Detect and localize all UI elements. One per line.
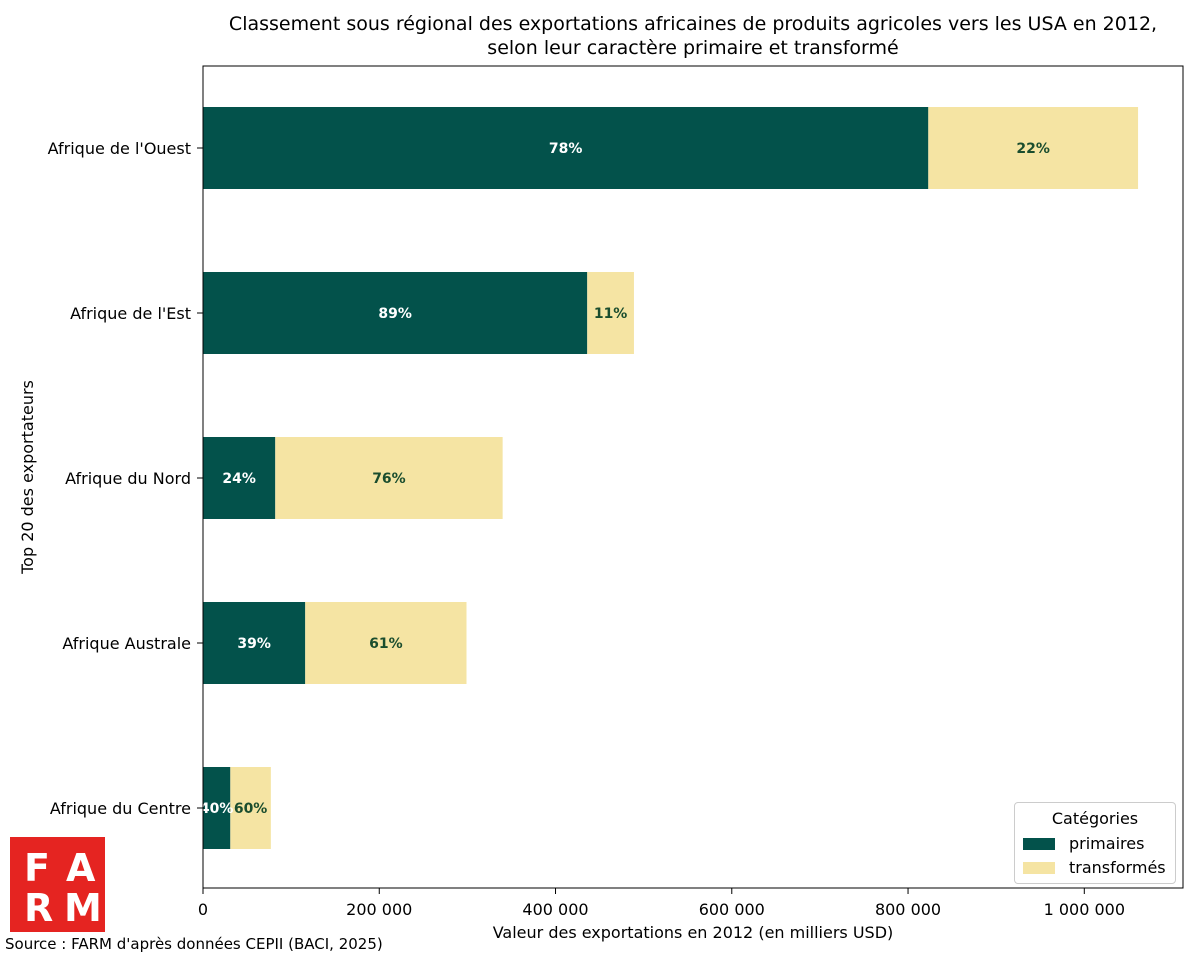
bar-transformes-afrique-de-l-ouest: [928, 107, 1139, 189]
bar-label-transformes-afrique-du-nord: 76%: [372, 471, 406, 487]
legend-swatch-primaires: [1023, 838, 1055, 850]
logo-letter-f: F: [24, 846, 50, 890]
bar-primaires-afrique-de-l-ouest: [203, 107, 929, 189]
y-tick-label-afrique-de-l-ouest: Afrique de l'Ouest: [48, 139, 191, 158]
x-tick-label-5: 1 000 000: [1044, 900, 1125, 919]
bar-labels-layer: 78% 22% 89% 11% 24% 76% 39% 61% 40% 60%: [200, 141, 1050, 817]
x-tick-label-2: 400 000: [522, 900, 588, 919]
bar-label-transformes-afrique-de-l-ouest: 22%: [1016, 141, 1050, 157]
y-tick-label-afrique-du-centre: Afrique du Centre: [50, 799, 191, 818]
bar-label-primaires-afrique-du-nord: 24%: [222, 471, 256, 487]
bar-label-primaires-afrique-de-l-est: 89%: [378, 306, 412, 322]
x-tick-label-4: 800 000: [875, 900, 941, 919]
logo-letter-r: R: [24, 886, 54, 930]
legend-label-transformes: transformés: [1069, 858, 1166, 877]
bar-label-transformes-afrique-du-centre: 60%: [234, 801, 268, 817]
bar-transformes-afrique-australe: [305, 602, 467, 684]
chart-title: Classement sous régional des exportation…: [203, 12, 1183, 60]
x-axis: 0 200 000 400 000 600 000 800 000 1 000 000: [198, 888, 1125, 919]
bar-transformes-afrique-de-l-est: [587, 272, 634, 354]
x-tick-label-1: 200 000: [346, 900, 412, 919]
chart-subtitle: selon leur caractère primaire et transfo…: [487, 37, 899, 59]
bar-transformes-afrique-du-nord: [275, 437, 503, 519]
bar-primaires-afrique-australe: [203, 602, 306, 684]
bar-transformes-afrique-du-centre: [230, 767, 271, 849]
bar-label-transformes-afrique-de-l-est: 11%: [594, 306, 628, 322]
bar-label-primaires-afrique-du-centre: 40%: [200, 801, 234, 817]
bar-primaires-afrique-de-l-est: [203, 272, 588, 354]
legend-label-primaires: primaires: [1069, 834, 1145, 853]
bar-primaires-afrique-du-nord: [203, 437, 276, 519]
plot-frame: [202, 65, 1184, 889]
bars-layer: [203, 107, 1139, 849]
legend: Catégories primaires transformés: [1014, 802, 1176, 884]
chart-title-line1: Classement sous régional des exportation…: [228, 13, 1158, 35]
y-axis-label: Top 20 des exportateurs: [18, 380, 37, 575]
y-tick-label-afrique-du-nord: Afrique du Nord: [65, 469, 191, 488]
y-tick-label-afrique-de-l-est: Afrique de l'Est: [70, 304, 191, 323]
x-tick-label-3: 600 000: [699, 900, 765, 919]
x-tick-label-0: 0: [198, 900, 208, 919]
y-tick-label-afrique-australe: Afrique Australe: [62, 634, 191, 653]
farm-logo: F A R M: [10, 837, 105, 932]
bar-label-transformes-afrique-australe: 61%: [369, 636, 403, 652]
source-note: Source : FARM d'après données CEPII (BAC…: [5, 935, 383, 953]
logo-letter-m: M: [64, 886, 102, 930]
bar-label-primaires-afrique-de-l-ouest: 78%: [549, 141, 583, 157]
bar-label-primaires-afrique-australe: 39%: [237, 636, 271, 652]
legend-swatch-transformes: [1023, 862, 1055, 874]
x-axis-label: Valeur des exportations en 2012 (en mill…: [493, 923, 894, 942]
logo-letter-a: A: [66, 846, 96, 890]
y-axis: Afrique de l'Ouest Afrique de l'Est Afriqu…: [48, 139, 203, 818]
bar-primaires-afrique-du-centre: [203, 767, 231, 849]
legend-title: Catégories: [1051, 809, 1139, 828]
